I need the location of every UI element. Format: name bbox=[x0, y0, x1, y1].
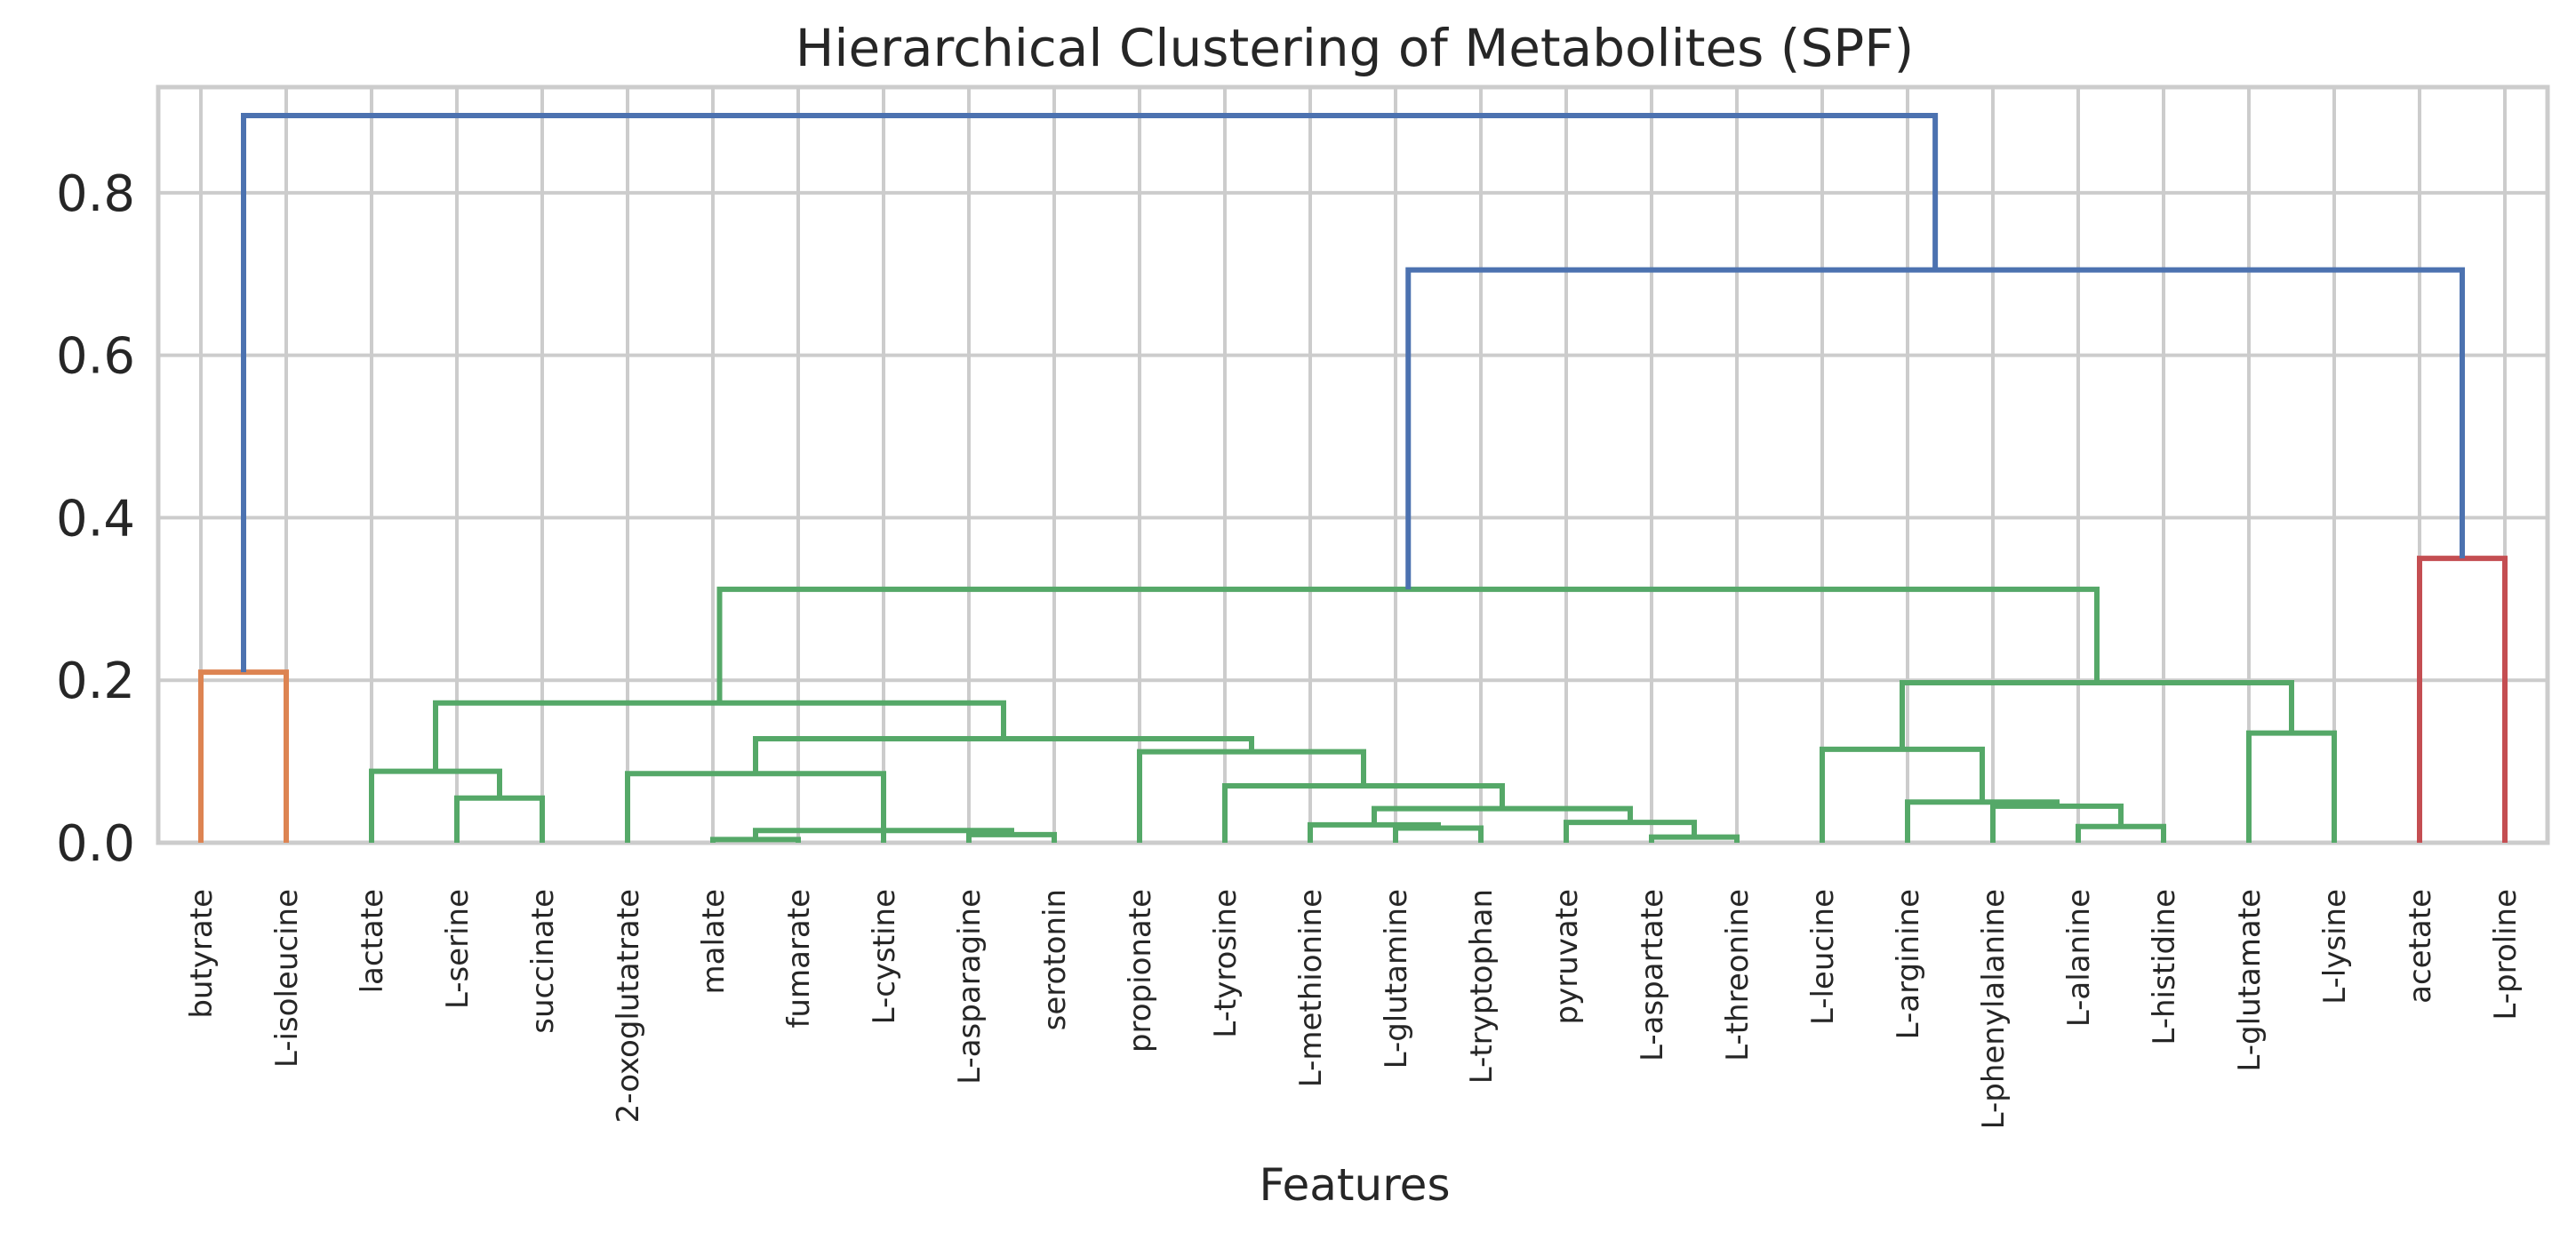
x-tick-label: L-serine bbox=[440, 889, 476, 1009]
x-tick-label: malate bbox=[696, 889, 732, 995]
dendrogram-link bbox=[2246, 730, 2337, 843]
x-tick-label: succinate bbox=[525, 889, 561, 1034]
dendrogram-link bbox=[716, 586, 2100, 703]
x-tick-label: L-proline bbox=[2488, 889, 2524, 1021]
y-tick-label: 0.8 bbox=[56, 165, 135, 223]
x-tick-label: 2-oxoglutatrate bbox=[611, 889, 646, 1123]
y-tick-label: 0.2 bbox=[56, 653, 135, 710]
dendrogram-link bbox=[625, 771, 886, 843]
x-tick-label: L-isoleucine bbox=[269, 889, 305, 1068]
dendrogram-link bbox=[2417, 556, 2508, 843]
x-tick-label: L-asparagine bbox=[952, 889, 988, 1085]
x-tick-label: propionate bbox=[1123, 889, 1158, 1053]
y-tick-labels: 0.0 0.2 0.4 0.6 0.8 bbox=[56, 165, 135, 873]
dendrogram-link bbox=[369, 768, 502, 843]
x-tick-label: fumarate bbox=[781, 889, 817, 1029]
x-tick-label: butyrate bbox=[184, 889, 220, 1019]
y-tick-label: 0.6 bbox=[56, 328, 135, 386]
dendrogram-link bbox=[241, 112, 1939, 673]
x-axis-label: Features bbox=[1260, 1159, 1451, 1211]
x-tick-label: L-cystine bbox=[867, 889, 902, 1024]
x-tick-label: L-tyrosine bbox=[1208, 889, 1244, 1038]
dendrogram-link bbox=[1564, 820, 1697, 843]
y-tick-label: 0.0 bbox=[56, 815, 135, 873]
dendrogram-link bbox=[1372, 805, 1633, 825]
x-tick-label: acetate bbox=[2403, 889, 2438, 1004]
x-tick-label: L-leucine bbox=[1805, 889, 1841, 1025]
dendrogram-link bbox=[198, 669, 289, 843]
x-tick-label: L-glutamine bbox=[1379, 889, 1414, 1069]
x-tick-label: L-arginine bbox=[1891, 889, 1926, 1039]
dendrogram-link bbox=[433, 700, 1006, 772]
x-tick-label: lactate bbox=[355, 889, 390, 993]
x-tick-label: L-aspartate bbox=[1635, 889, 1670, 1061]
x-tick-label: L-alanine bbox=[2061, 889, 2097, 1027]
x-tick-label: L-lysine bbox=[2317, 889, 2353, 1005]
x-tick-labels: butyrate L-isoleucine lactate L-serine succi… bbox=[184, 889, 2524, 1129]
dendrogram-link bbox=[753, 736, 1254, 774]
x-tick-label: L-phenylalanine bbox=[1976, 889, 2012, 1129]
x-tick-label: pyruvate bbox=[1549, 889, 1585, 1024]
x-tick-label: L-histidine bbox=[2147, 889, 2182, 1045]
x-tick-label: serotonin bbox=[1037, 889, 1073, 1030]
x-tick-label: L-threonine bbox=[1720, 889, 1756, 1061]
x-tick-label: L-methionine bbox=[1293, 889, 1329, 1087]
plot-frame bbox=[156, 84, 2550, 845]
x-tick-label: L-tryptophan bbox=[1464, 889, 1500, 1084]
chart-title: Hierarchical Clustering of Metabolites (… bbox=[796, 18, 1914, 78]
dendrogram-links bbox=[198, 112, 2508, 843]
x-tick-label: L-glutamate bbox=[2232, 889, 2268, 1072]
y-tick-label: 0.4 bbox=[56, 490, 135, 548]
